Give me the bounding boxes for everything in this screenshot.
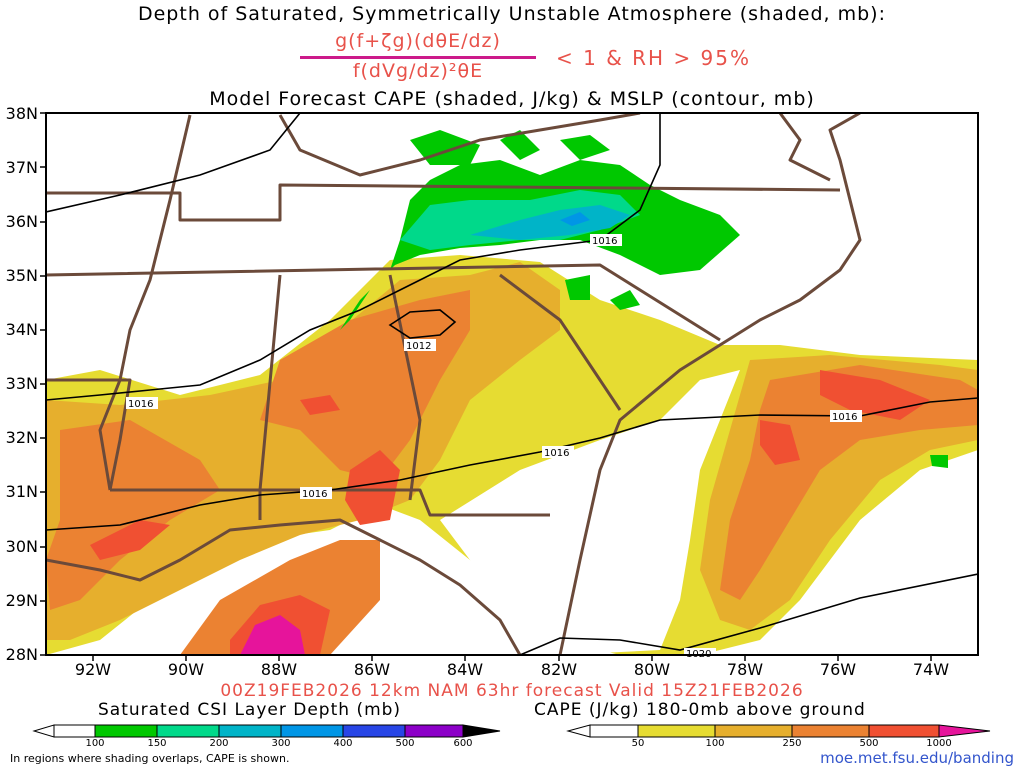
border-ohio-river bbox=[278, 113, 641, 177]
axis-ticks bbox=[40, 112, 932, 661]
cape-colorbar-low-arrow bbox=[566, 724, 591, 738]
lon-label: 82W bbox=[540, 660, 578, 679]
isobar-label: 1016 bbox=[128, 399, 153, 410]
lat-label: 37N bbox=[5, 158, 38, 177]
isobar-1016-mid bbox=[46, 113, 661, 401]
state-borders bbox=[46, 113, 862, 655]
lon-label: 74W bbox=[912, 660, 950, 679]
border-al-ga bbox=[388, 274, 422, 501]
csi-colorbar-tick: 500 bbox=[395, 738, 415, 749]
lon-label: 86W bbox=[353, 660, 391, 679]
source-url: moe.met.fsu.edu/banding bbox=[820, 749, 1014, 767]
csi-colorbar bbox=[32, 724, 501, 738]
lat-label: 33N bbox=[5, 374, 38, 393]
border-ms-al bbox=[258, 274, 282, 491]
cape-colorbar-high-arrow bbox=[938, 724, 991, 738]
lat-label: 32N bbox=[5, 428, 38, 447]
border-36-5n bbox=[46, 183, 841, 222]
isobar-1016-north bbox=[46, 113, 301, 213]
csi-200-region bbox=[470, 205, 630, 240]
mississippi-river bbox=[98, 114, 192, 491]
lon-label: 80W bbox=[633, 660, 671, 679]
formula-numerator: g(f+ζg)(dθE/dz) bbox=[335, 30, 501, 52]
lat-label: 28N bbox=[5, 645, 38, 664]
cape-500-east bbox=[760, 370, 930, 465]
border-tn-south bbox=[46, 263, 721, 342]
lon-label: 84W bbox=[446, 660, 484, 679]
cape-1000-region bbox=[240, 615, 305, 655]
map-shading bbox=[46, 130, 978, 655]
overlap-note: In regions where shading overlaps, CAPE … bbox=[10, 752, 290, 765]
isobar-label: 1016 bbox=[302, 489, 327, 500]
isobar-label: 1016 bbox=[544, 448, 569, 459]
cape-colorbar-tick: 250 bbox=[782, 738, 802, 749]
title-line-1: Depth of Saturated, Symmetrically Unstab… bbox=[137, 3, 886, 25]
cape-500-region bbox=[90, 395, 400, 560]
border-ga-sc bbox=[499, 273, 622, 411]
coast-chesapeake bbox=[778, 113, 831, 182]
csi-colorbar-title: Saturated CSI Layer Depth (mb) bbox=[98, 700, 402, 720]
isobar-label: 1016 bbox=[832, 412, 857, 423]
csi-colorbar-tick: 600 bbox=[453, 738, 473, 749]
csi-colorbar-low-arrow bbox=[32, 724, 55, 738]
csi-colorbar-high-arrow bbox=[462, 724, 501, 738]
csi-100-north bbox=[410, 130, 948, 468]
lat-label: 30N bbox=[5, 537, 38, 556]
csi-colorbar-tick: 200 bbox=[209, 738, 229, 749]
lon-label: 78W bbox=[726, 660, 764, 679]
lat-label: 35N bbox=[5, 266, 38, 285]
isobar-1020 bbox=[519, 573, 978, 655]
coast-atlantic bbox=[558, 113, 862, 655]
csi-colorbar-tick: 100 bbox=[85, 738, 105, 749]
csi-colorbar-tick: 400 bbox=[333, 738, 353, 749]
lon-label: 90W bbox=[167, 660, 205, 679]
lon-label: 92W bbox=[74, 660, 112, 679]
cape-colorbar-tick: 500 bbox=[859, 738, 879, 749]
csi-300-region bbox=[560, 212, 590, 226]
isobar-1012 bbox=[388, 309, 457, 339]
forecast-valid-line: 00Z19FEB2026 12km NAM 63hr forecast Vali… bbox=[220, 681, 804, 701]
title-line-3: Model Forecast CAPE (shaded, J/kg) & MSL… bbox=[209, 88, 815, 110]
lat-label: 34N bbox=[5, 320, 38, 339]
formula-condition: < 1 & RH > 95% bbox=[556, 46, 752, 70]
isobar-label: 1016 bbox=[592, 236, 617, 247]
lat-label: 31N bbox=[5, 482, 38, 501]
csi-100-region bbox=[340, 160, 740, 330]
lon-label: 76W bbox=[819, 660, 857, 679]
lat-label: 38N bbox=[5, 104, 38, 123]
formula-fraction-bar bbox=[300, 56, 536, 59]
isobar-label-boxes bbox=[126, 234, 862, 658]
formula-denominator: f(dVg/dz)²θE bbox=[352, 60, 484, 82]
border-ar-north bbox=[46, 378, 132, 491]
cape-colorbar-title: CAPE (J/kg) 180-0mb above ground bbox=[534, 700, 866, 720]
lat-label: 36N bbox=[5, 212, 38, 231]
csi-colorbar-tick: 150 bbox=[147, 738, 167, 749]
isobar-label: 1012 bbox=[406, 341, 431, 352]
cape-250-east bbox=[720, 365, 978, 600]
cape-colorbar-tick: 100 bbox=[705, 738, 725, 749]
coast-gulf bbox=[46, 518, 522, 655]
border-fl-al bbox=[260, 488, 550, 517]
lon-label: 88W bbox=[260, 660, 298, 679]
csi-colorbar-tick: 300 bbox=[271, 738, 291, 749]
cape-colorbar-tick: 1000 bbox=[926, 738, 952, 749]
cape-colorbar-tick: 50 bbox=[631, 738, 645, 749]
lat-label: 29N bbox=[5, 591, 38, 610]
cape-colorbar bbox=[566, 724, 991, 738]
cape-250-gulf bbox=[180, 540, 380, 655]
